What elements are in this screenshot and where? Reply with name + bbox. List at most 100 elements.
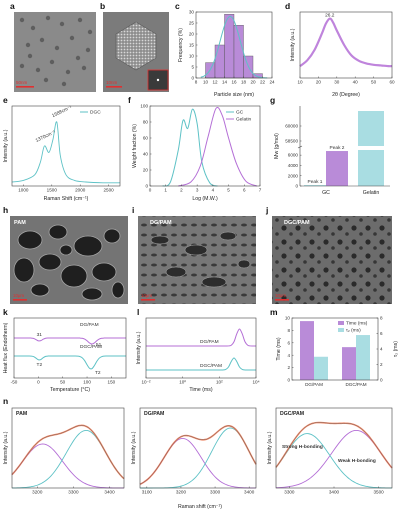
chart-n-ylabel: Intensity (a.u.) — [3, 431, 9, 464]
chart-c-xtick-label: 16 — [231, 80, 237, 85]
nanoparticle — [54, 45, 60, 51]
histogram-bar — [233, 25, 244, 79]
chart-c-xtick-label: 22 — [260, 80, 266, 85]
annotation-weak-hbond: Weak H-bonding — [338, 458, 376, 464]
chart-l-xtick-label: 10⁻² — [141, 380, 151, 385]
panel-label-f: f — [128, 95, 131, 105]
chart-f-ylabel: Weight fraction (%) — [132, 124, 138, 168]
chart-k-xtick-label: 0 — [37, 380, 40, 385]
panel-label-c: c — [175, 1, 180, 11]
chart-d-frame — [299, 11, 393, 79]
chart-l-xtick-label: 10⁴ — [252, 380, 259, 385]
chart-m-right-ytick-label: 8 — [380, 316, 383, 321]
chart-e-xtick-label: 2500 — [104, 188, 115, 193]
chart-c-ytick-label: 5 — [191, 65, 194, 70]
sem-pore — [81, 287, 103, 301]
chart-m-y2label: τ₂ (ms) — [393, 341, 399, 357]
sem-image-pam: PAM 10μm — [10, 216, 128, 304]
chart-n-ylabel: Intensity (a.u.) — [131, 431, 137, 464]
nanoparticle — [25, 42, 31, 48]
panel-label-n: n — [3, 396, 8, 406]
chart-d-xtick-label: 20 — [316, 80, 322, 85]
fit-component-b — [140, 427, 257, 489]
relax-label-dgpam: DG/PAM — [200, 339, 219, 345]
chart-k-xtick-label: 150 — [108, 380, 116, 385]
chart-d: 10 20 30 40 50 60 26.2 2θ (Degree) Intensity (a.… — [290, 11, 395, 98]
sem-pore — [13, 257, 35, 283]
chart-e-xlabel: Raman Shift (cm⁻¹) — [44, 196, 89, 202]
xrd-curve — [299, 17, 393, 68]
chart-m-category: DGC/PAM — [345, 382, 366, 387]
chart-n2-xtick-label: 3100 — [142, 490, 153, 495]
panel-label-d: d — [285, 1, 290, 11]
nanoparticle — [27, 53, 33, 59]
chart-c-ytick-label: 20 — [189, 32, 195, 37]
legend-swatch — [338, 321, 344, 325]
panel-label-k: k — [3, 307, 8, 317]
chart-l-xtick-label: 10² — [216, 380, 223, 385]
sem-pore — [48, 224, 68, 240]
chart-m-right-ytick-label: 6 — [380, 331, 383, 336]
chart-m-right-ytick-label: 4 — [380, 347, 383, 352]
mw-bar-upper — [358, 111, 384, 146]
nanoparticle — [35, 67, 41, 73]
bar-tau2 — [314, 356, 328, 380]
chart-l: 10⁻² 10⁰ 10² 10⁴ DG/PAM DGC/PAM Time (ms) Inten… — [136, 317, 260, 393]
chart-g-ytick-label: 0 — [295, 184, 298, 189]
fit-envelope — [11, 424, 125, 480]
scale-bar-label-h: 10μm — [13, 293, 24, 298]
chart-f-ytick-label: 80 — [143, 120, 149, 125]
histogram-bar — [224, 13, 235, 79]
chart-c-ylabel: Frequency (%) — [178, 28, 184, 62]
chart-c-ytick-label: 0 — [191, 76, 194, 81]
chart-n2-frame — [139, 407, 257, 489]
axis-break-mark — [297, 145, 303, 149]
chart-n1-xtick-label: 3400 — [104, 490, 115, 495]
tem-image-a: 50nm — [14, 12, 96, 92]
chart-k-xlabel: Temperature (°C) — [50, 387, 90, 393]
chart-e: 1000 1500 2000 2500DGC1370cm⁻¹1588cm⁻¹Raman… — [3, 104, 121, 202]
chart-n: 3200 3300 3400 PAM Intensity (a.u.) 3100 3200 3… — [3, 407, 393, 510]
nanoparticle — [43, 77, 49, 83]
nanoparticle — [49, 59, 55, 65]
mw-bar-label: Peak 1 — [308, 179, 323, 185]
chart-f-ytick-label: 0 — [145, 184, 148, 189]
chart-c-ytick-label: 30 — [189, 10, 195, 15]
sem-pore — [219, 231, 237, 241]
sem-pore — [184, 244, 208, 256]
measured-spectrum — [275, 422, 393, 469]
chart-g: Peak 1 Peak 2 0 2000 4000 6000 58500 60000 GC Gel… — [274, 106, 390, 196]
chart-c-xtick-label: 8 — [195, 80, 198, 85]
panel-label-h: h — [3, 205, 8, 215]
relax-label-dgcpam: DGC/PAM — [200, 363, 222, 369]
sem-pore — [17, 230, 43, 250]
chart-n1-frame — [11, 407, 125, 489]
chart-f-xtick-label: 0 — [149, 188, 152, 193]
chart-m-ytick-label: 8 — [287, 328, 290, 333]
mw-bar-label: Peak 2 — [330, 145, 345, 151]
sem-pore — [38, 253, 62, 271]
dsc-mark: T2 — [95, 370, 101, 376]
scale-bar-b — [106, 86, 122, 88]
legend-label-gelatin: Gelatin — [236, 117, 252, 123]
chart-k-ylabel: Heat flux (Endotherm) — [3, 322, 9, 373]
chart-n-title: DG/PAM — [144, 411, 164, 417]
panel-label-i: i — [132, 205, 134, 215]
chart-g-group-gelatin: Gelatin — [363, 190, 380, 196]
chart-c-ytick-label: 15 — [189, 43, 195, 48]
mw-curve-gelatin — [178, 106, 258, 187]
legend-label: Time (ms) — [346, 321, 368, 327]
legend-label-gc: GC — [236, 110, 244, 116]
sem-pore — [103, 228, 121, 244]
nanoparticle — [65, 69, 71, 75]
sem-pore — [165, 266, 187, 278]
chart-f-ytick-label: 40 — [143, 152, 149, 157]
chart-m-ytick-label: 2 — [287, 365, 290, 370]
annotation-strong-hbond: Strong H-bonding — [282, 444, 323, 450]
dsc-mark: 31 — [37, 332, 43, 338]
chart-m-ytick-label: 0 — [287, 378, 290, 383]
legend-label: τ₂ (ms) — [346, 328, 361, 334]
chart-d-xlabel: 2θ (Degree) — [332, 92, 360, 98]
